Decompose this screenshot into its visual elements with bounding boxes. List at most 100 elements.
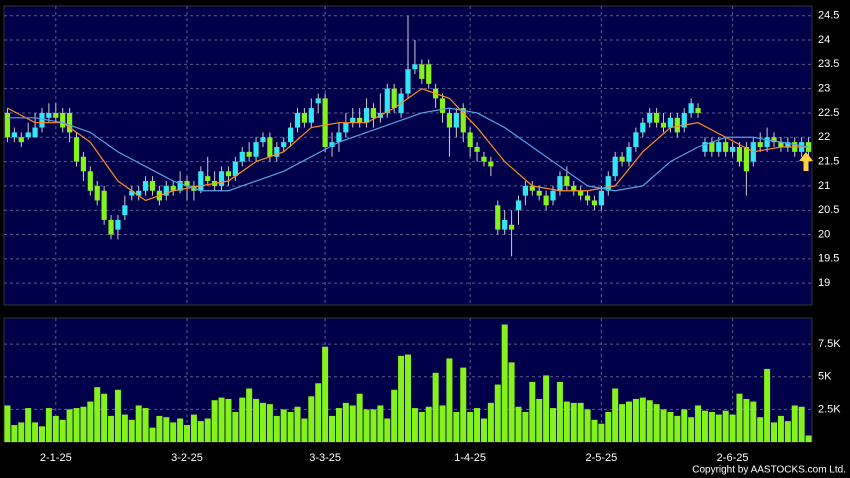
volume-bar — [377, 405, 384, 442]
volume-bar — [52, 415, 59, 442]
volume-bar — [59, 419, 66, 442]
candle-body — [412, 64, 418, 70]
y-tick-label: 20 — [818, 228, 830, 240]
volume-bar — [114, 389, 121, 442]
candle-body — [557, 176, 563, 191]
volume-bar — [550, 408, 557, 442]
volume-bar — [142, 408, 149, 442]
volume-bar — [612, 388, 619, 442]
volume-bar — [170, 422, 177, 442]
volume-bar — [708, 411, 715, 442]
candle-body — [571, 185, 577, 191]
candle-body — [467, 132, 473, 147]
moving-average-line — [7, 87, 809, 202]
candle-body — [709, 142, 715, 152]
candle-body — [716, 142, 722, 152]
candle-body — [170, 185, 176, 191]
volume-bar — [239, 397, 246, 442]
volume-bar — [363, 409, 370, 442]
candle-body — [439, 98, 446, 113]
volume-bar — [432, 372, 439, 442]
candle-body — [785, 142, 791, 147]
candle-body — [446, 112, 453, 128]
volume-bar — [487, 402, 494, 442]
volume-bar — [273, 415, 280, 442]
candle-body — [87, 171, 93, 191]
volume-bar — [38, 426, 45, 442]
y-tick-label: 5K — [818, 371, 832, 383]
candle-body — [53, 112, 59, 118]
y-tick-label: 21.5 — [818, 155, 839, 167]
y-tick-label: 21 — [818, 180, 830, 192]
volume-bar — [232, 411, 239, 442]
volume-bar — [11, 425, 18, 442]
candle-body — [405, 69, 411, 94]
volume-bar — [501, 324, 508, 442]
copyright: Copyright by AASTOCKS.com Ltd. — [692, 465, 846, 476]
candle-body — [225, 171, 232, 177]
volume-bar — [750, 401, 757, 442]
candle-body — [578, 190, 584, 196]
volume-bar — [515, 406, 522, 442]
candle-body — [11, 132, 17, 138]
candle-body — [363, 108, 370, 123]
x-tick-label: 1-4-25 — [454, 452, 486, 464]
volume-bar — [398, 355, 405, 442]
volume-bar — [798, 406, 805, 442]
candle-body — [129, 190, 135, 196]
candle-body — [502, 219, 508, 230]
candle-body — [115, 219, 121, 230]
candle-body — [723, 142, 729, 152]
candle-body — [294, 112, 301, 128]
x-tick-label: 3-3-25 — [309, 452, 341, 464]
candle-body — [647, 112, 653, 123]
volume-bar — [156, 415, 163, 442]
volume-bar — [536, 398, 543, 442]
candle-body — [267, 137, 273, 157]
candle-body — [232, 161, 238, 177]
volume-bar — [736, 393, 743, 442]
volume-bar — [177, 418, 184, 442]
volume-bar — [322, 346, 329, 442]
volume-bar — [225, 398, 232, 442]
volume-bar — [121, 414, 128, 442]
candle-body — [391, 88, 397, 109]
candle-body — [460, 108, 466, 133]
moving-average-line — [7, 107, 809, 192]
volume-bar — [253, 398, 260, 442]
candle-body — [778, 142, 784, 147]
candle-body — [60, 112, 66, 128]
candle-body — [94, 185, 100, 201]
candle-body — [80, 156, 87, 172]
volume-bar — [259, 402, 266, 442]
candle-body — [384, 88, 390, 113]
volume-bar — [598, 423, 605, 442]
candle-body — [771, 137, 777, 143]
candle-body — [149, 181, 156, 191]
volume-bar — [190, 414, 197, 442]
volume-bar — [18, 422, 25, 442]
candle-body — [681, 112, 687, 128]
volume-bar — [653, 404, 660, 442]
volume-bar — [308, 396, 315, 442]
plot: 19 19.5 20 20.5 21 21.5 22 22.5 23 23.5 24 24.5 2.5K… — [4, 6, 841, 464]
candle-body — [32, 127, 38, 138]
x-tick-label: 2-5-25 — [585, 452, 617, 464]
volume-bar — [370, 409, 377, 442]
volume-bar — [619, 404, 626, 442]
volume-bar — [522, 411, 529, 442]
candle-body — [177, 181, 183, 191]
volume-bar — [101, 393, 108, 442]
volume-bar — [688, 417, 695, 442]
candle-body — [322, 98, 328, 147]
volume-bar — [73, 408, 80, 442]
candle-body — [246, 151, 252, 157]
candle-body — [46, 112, 52, 118]
volume-bar — [25, 408, 32, 442]
candle-body — [205, 176, 211, 182]
volume-bar — [625, 401, 632, 442]
candle-body — [640, 122, 646, 133]
volume-bar — [197, 421, 204, 442]
volume-bar — [294, 406, 301, 442]
